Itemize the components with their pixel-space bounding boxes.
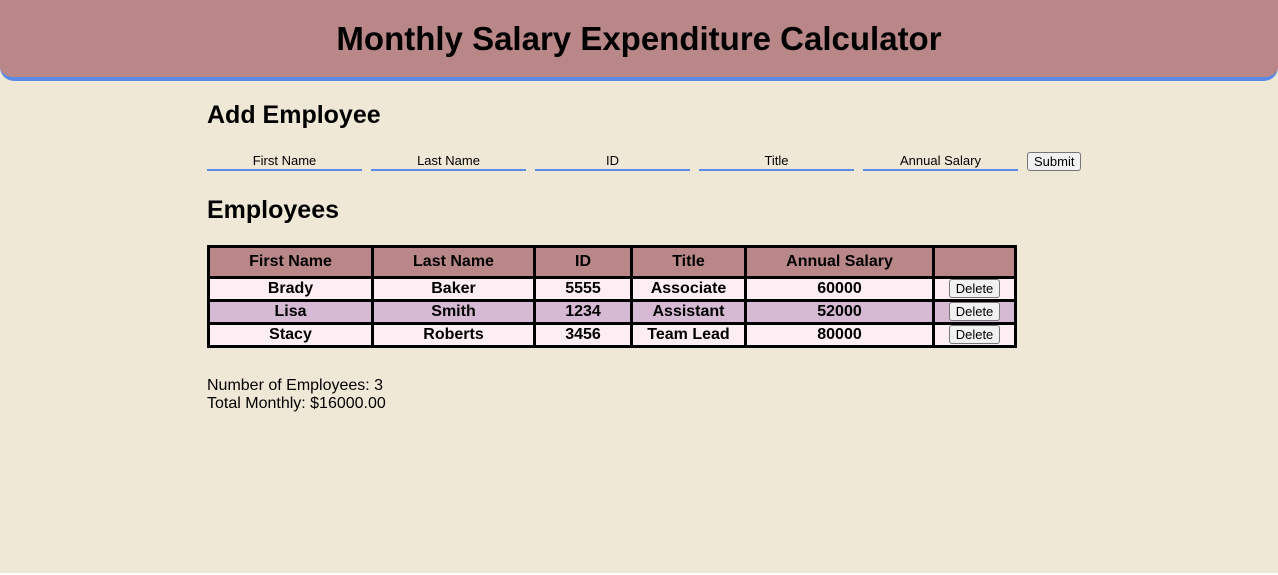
page-header: Monthly Salary Expenditure Calculator	[0, 0, 1278, 81]
cell-last-name: Smith	[371, 299, 536, 325]
table-row: Brady Baker 5555 Associate 60000 Delete	[207, 276, 1017, 302]
first-name-input[interactable]	[207, 152, 362, 171]
last-name-input[interactable]	[371, 152, 526, 171]
cell-title: Assistant	[630, 299, 747, 325]
table-row: Stacy Roberts 3456 Team Lead 80000 Delet…	[207, 322, 1017, 348]
cell-title: Associate	[630, 276, 747, 302]
delete-button[interactable]: Delete	[948, 325, 1001, 344]
column-header-title: Title	[630, 245, 747, 279]
employees-heading: Employees	[207, 196, 340, 224]
add-employee-heading: Add Employee	[207, 101, 381, 129]
title-input[interactable]	[699, 152, 854, 171]
cell-last-name: Roberts	[371, 322, 536, 348]
page-bottom-divider	[0, 573, 1278, 575]
summary: Number of Employees: 3 Total Monthly: $1…	[207, 377, 386, 413]
cell-annual-salary: 60000	[744, 276, 935, 302]
cell-title: Team Lead	[630, 322, 747, 348]
cell-last-name: Baker	[371, 276, 536, 302]
cell-first-name: Lisa	[207, 299, 374, 325]
column-header-last-name: Last Name	[371, 245, 536, 279]
delete-button[interactable]: Delete	[948, 302, 1001, 321]
column-header-actions	[932, 245, 1017, 279]
submit-button[interactable]: Submit	[1027, 152, 1082, 171]
cell-first-name: Stacy	[207, 322, 374, 348]
cell-annual-salary: 52000	[744, 299, 935, 325]
table-header-row: First Name Last Name ID Title Annual Sal…	[207, 245, 1017, 279]
employee-count-text: Number of Employees: 3	[207, 377, 384, 394]
delete-button[interactable]: Delete	[948, 279, 1001, 298]
table-row: Lisa Smith 1234 Assistant 52000 Delete	[207, 299, 1017, 325]
column-header-first-name: First Name	[207, 245, 374, 279]
total-monthly-text: Total Monthly: $16000.00	[207, 395, 386, 412]
cell-annual-salary: 80000	[744, 322, 935, 348]
cell-actions: Delete	[932, 299, 1017, 325]
cell-id: 3456	[533, 322, 633, 348]
add-employee-form: Submit	[207, 152, 1082, 171]
page-title: Monthly Salary Expenditure Calculator	[336, 20, 942, 57]
annual-salary-input[interactable]	[863, 152, 1018, 171]
cell-actions: Delete	[932, 276, 1017, 302]
cell-id: 5555	[533, 276, 633, 302]
cell-first-name: Brady	[207, 276, 374, 302]
cell-id: 1234	[533, 299, 633, 325]
employees-table: First Name Last Name ID Title Annual Sal…	[207, 245, 1017, 348]
column-header-annual-salary: Annual Salary	[744, 245, 935, 279]
id-input[interactable]	[535, 152, 690, 171]
column-header-id: ID	[533, 245, 633, 279]
cell-actions: Delete	[932, 322, 1017, 348]
